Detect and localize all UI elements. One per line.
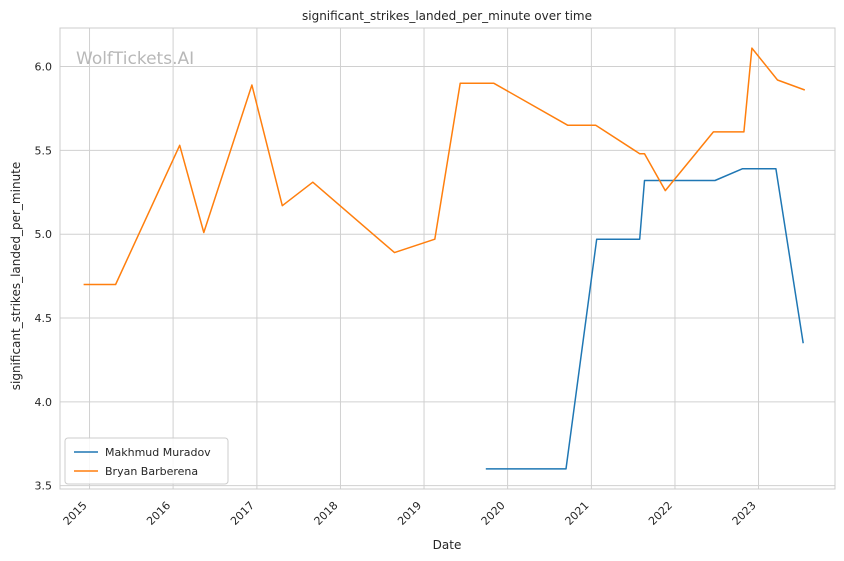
series-line-bryan-barberena [83,47,806,286]
y-tick-label: 6.0 [35,61,53,74]
legend: Makhmud Muradov Bryan Barberena [64,437,229,485]
y-tick-label: 5.0 [35,228,53,241]
x-tick-label: 2016 [144,499,173,528]
series-lines [83,47,806,470]
series-line-makhmud-muradov [485,168,804,470]
legend-box [64,437,229,485]
watermark: WolfTickets.AI [76,49,194,69]
grid [60,28,835,489]
y-tick-label: 4.5 [35,312,53,325]
x-tick-label: 2019 [395,499,424,528]
x-tick-label: 2021 [563,499,592,528]
y-tick-label: 4.0 [35,396,53,409]
y-axis-ticks: 3.5 4.0 4.5 5.0 5.5 6.0 [35,61,53,493]
x-axis-ticks: 2015 2016 2017 2018 2019 2020 2021 2022 2023 [61,499,759,528]
x-tick-label: 2020 [479,499,508,528]
chart-title: significant_strikes_landed_per_minute ov… [302,9,592,23]
x-axis-label: Date [433,538,462,552]
x-tick-label: 2018 [312,499,341,528]
plot-frame [59,27,836,490]
x-tick-label: 2023 [730,499,759,528]
x-tick-label: 2022 [646,499,675,528]
legend-label-makhmud-muradov: Makhmud Muradov [105,446,211,459]
y-axis-label: significant_strikes_landed_per_minute [9,162,23,391]
legend-label-bryan-barberena: Bryan Barberena [105,465,198,478]
y-tick-label: 3.5 [35,480,53,493]
y-tick-label: 5.5 [35,144,53,157]
x-tick-label: 2017 [228,499,257,528]
x-tick-label: 2015 [61,499,90,528]
